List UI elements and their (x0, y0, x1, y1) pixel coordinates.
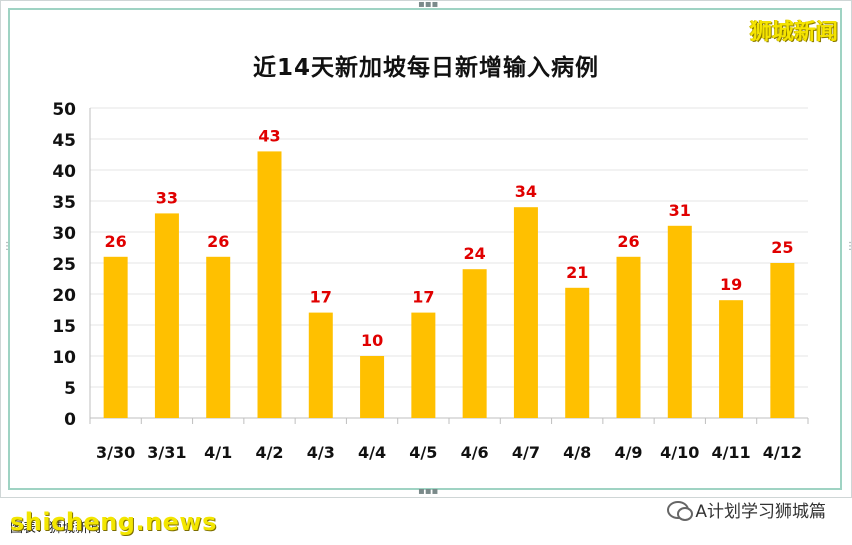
data-label: 43 (258, 126, 280, 145)
data-label: 34 (515, 182, 537, 201)
x-tick-label: 4/12 (763, 443, 802, 462)
x-tick-label: 4/2 (255, 443, 283, 462)
bar (360, 356, 385, 418)
data-label: 26 (207, 232, 229, 251)
bar (103, 256, 128, 418)
x-tick-label: 4/1 (204, 443, 232, 462)
chart-inner-frame (8, 8, 842, 490)
y-tick-label: 25 (52, 255, 76, 275)
data-label: 24 (464, 244, 486, 263)
x-tick-label: 3/30 (96, 443, 135, 462)
data-label: 17 (412, 288, 434, 307)
data-label: 17 (310, 288, 332, 307)
y-tick-label: 35 (52, 193, 76, 213)
chart-title: 近14天新加坡每日新增输入病例 (252, 55, 599, 81)
bar (513, 207, 538, 418)
x-tick-label: 4/10 (660, 443, 699, 462)
x-tick-label: 3/31 (147, 443, 186, 462)
data-label: 33 (156, 188, 178, 207)
resize-handle-top[interactable]: ▪▪▪ (418, 0, 439, 10)
y-tick-label: 0 (64, 410, 76, 430)
data-label: 26 (617, 232, 639, 251)
resize-handle-left[interactable]: ⋮ (2, 241, 12, 252)
bar (154, 213, 179, 418)
data-label: 31 (669, 201, 691, 220)
y-tick-label: 20 (52, 286, 76, 306)
data-label: 19 (720, 275, 742, 294)
x-tick-label: 4/8 (563, 443, 591, 462)
x-tick-label: 4/5 (409, 443, 437, 462)
bar (667, 225, 692, 418)
bar (257, 151, 282, 418)
bar (770, 263, 795, 418)
bar (462, 269, 487, 418)
site-watermark: shicheng.news (10, 508, 217, 536)
data-label: 25 (771, 238, 793, 257)
x-tick-label: 4/4 (358, 443, 386, 462)
y-tick-label: 40 (52, 162, 76, 182)
bar (206, 256, 231, 418)
x-tick-label: 4/7 (512, 443, 540, 462)
wechat-icon (667, 500, 694, 521)
data-label: 10 (361, 331, 383, 350)
wechat-account-name: A计划学习狮城篇 (695, 502, 826, 522)
x-tick-label: 4/3 (307, 443, 335, 462)
y-tick-label: 30 (52, 224, 76, 244)
y-tick-label: 50 (52, 100, 76, 120)
bar (565, 287, 590, 418)
bar-chart: 0 5 10 15 20 25 30 35 40 45 50 26 3/30 33 3/31 26 4/1 43 4… (52, 100, 809, 462)
bar (616, 256, 641, 418)
y-tick-label: 45 (52, 131, 76, 151)
x-tick-label: 4/6 (461, 443, 489, 462)
x-tick-label: 4/9 (614, 443, 642, 462)
resize-handle-right[interactable]: ⋮ (845, 241, 852, 252)
y-tick-label: 10 (52, 348, 76, 368)
bar (719, 300, 744, 418)
chart-source: 图表：狮城新闻 (10, 521, 102, 536)
wechat-account: A计划学习狮城篇 (667, 497, 826, 522)
x-tick-label: 4/11 (711, 443, 750, 462)
brand-logo-text: 狮城新闻 (749, 20, 838, 45)
y-tick-label: 15 (52, 317, 76, 337)
y-tick-label: 5 (64, 379, 76, 399)
bar (411, 312, 436, 418)
data-label: 21 (566, 263, 588, 282)
data-label: 26 (105, 232, 127, 251)
bar (308, 312, 333, 418)
resize-handle-bottom[interactable]: ▪▪▪ (418, 486, 439, 497)
